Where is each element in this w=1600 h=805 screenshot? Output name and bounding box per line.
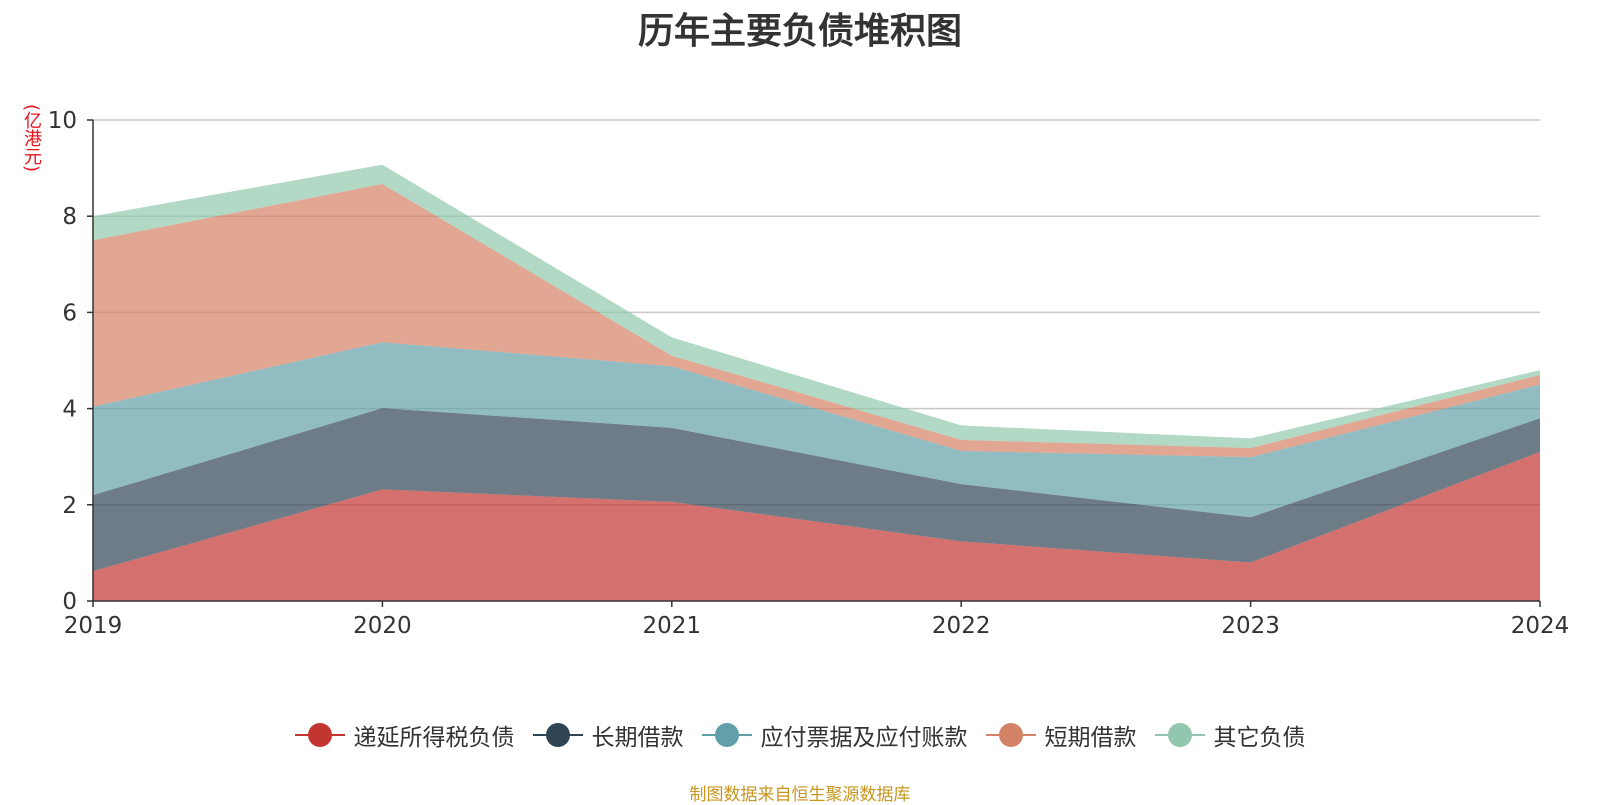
legend-item-3[interactable]: 应付票据及应付账款 bbox=[701, 718, 968, 752]
legend-label: 其它负债 bbox=[1213, 725, 1306, 751]
legend-marker-icon bbox=[1154, 722, 1205, 748]
y-tick-label: 8 bbox=[62, 204, 77, 230]
y-tick-label: 0 bbox=[62, 589, 77, 615]
legend-marker-icon bbox=[985, 722, 1036, 748]
y-tick-label: 2 bbox=[62, 493, 77, 519]
area-series-1 bbox=[93, 451, 1540, 601]
y-tick-label: 6 bbox=[62, 300, 77, 326]
legend: 递延所得税负债 长期借款 应付票据及应付账款 短期借款 其它负债 bbox=[0, 718, 1600, 752]
data-source-note: 制图数据来自恒生聚源数据库 bbox=[689, 785, 911, 805]
x-tick-label: 2022 bbox=[932, 613, 991, 639]
legend-marker-icon bbox=[532, 722, 583, 748]
axes bbox=[87, 119, 1541, 607]
legend-item-4[interactable]: 短期借款 bbox=[985, 718, 1137, 752]
chart-title: 历年主要负债堆积图 bbox=[637, 11, 962, 52]
legend-item-1[interactable]: 递延所得税负债 bbox=[294, 718, 515, 752]
x-tick-label: 2023 bbox=[1221, 613, 1280, 639]
legend-label: 应付票据及应付账款 bbox=[760, 725, 968, 751]
x-tick-label: 2024 bbox=[1511, 613, 1570, 639]
y-axis-unit-label: (亿港元) bbox=[21, 104, 42, 173]
area-series-5 bbox=[93, 164, 1540, 449]
tick-labels: 0 2 4 6 8 10 2019 2020 2021 2022 2023 2024 bbox=[48, 108, 1570, 639]
x-tick-label: 2019 bbox=[64, 613, 123, 639]
legend-marker-icon bbox=[294, 722, 345, 748]
y-tick-label: 4 bbox=[62, 397, 77, 423]
y-tick-label: 10 bbox=[48, 108, 77, 134]
x-tick-label: 2020 bbox=[353, 613, 412, 639]
x-tick-label: 2021 bbox=[643, 613, 702, 639]
area-series-4 bbox=[93, 183, 1540, 458]
legend-item-5[interactable]: 其它负债 bbox=[1154, 718, 1306, 752]
area-series-2 bbox=[93, 408, 1540, 572]
area-series bbox=[93, 164, 1540, 601]
legend-label: 短期借款 bbox=[1044, 725, 1137, 751]
legend-marker-icon bbox=[701, 722, 752, 748]
legend-label: 递延所得税负债 bbox=[353, 725, 515, 751]
legend-label: 长期借款 bbox=[591, 725, 684, 751]
legend-item-2[interactable]: 长期借款 bbox=[532, 718, 684, 752]
area-series-3 bbox=[93, 342, 1540, 518]
